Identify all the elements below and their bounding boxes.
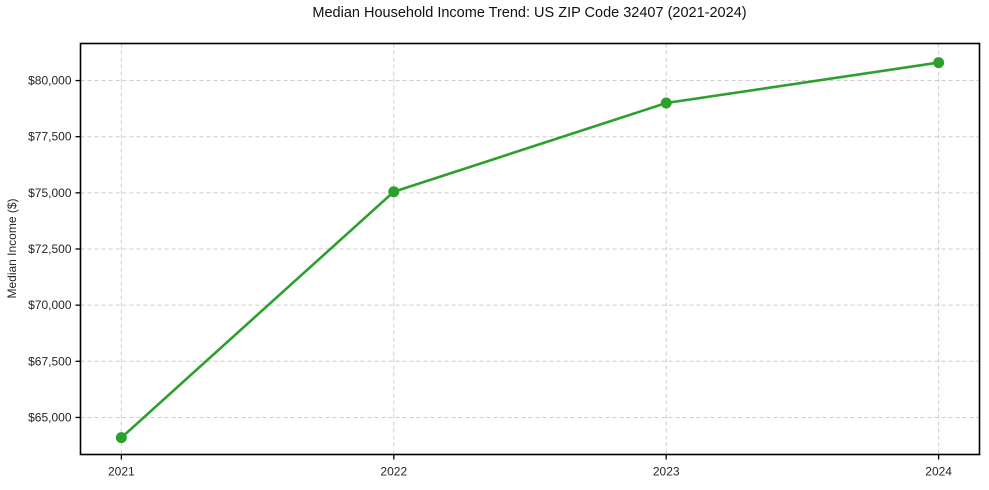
x-tick-label: 2024 bbox=[925, 465, 952, 479]
data-point-2023 bbox=[660, 97, 672, 109]
y-tick-label: $65,000 bbox=[28, 410, 72, 424]
data-point-2021 bbox=[115, 432, 127, 444]
y-tick-label: $67,500 bbox=[28, 354, 72, 368]
data-point-2022 bbox=[388, 186, 400, 198]
trend-line bbox=[120, 61, 940, 439]
plot-area: $65,000 $67,500 $70,000 $72,500 $75,000 $77,5… bbox=[28, 42, 981, 479]
x-tick-label: 2023 bbox=[653, 465, 680, 479]
y-tick-label: $75,000 bbox=[28, 186, 72, 200]
y-axis-label: Median Income ($) bbox=[5, 198, 19, 298]
x-tick-label: 2022 bbox=[380, 465, 407, 479]
data-point-2024 bbox=[933, 57, 945, 69]
y-tick-label: $80,000 bbox=[28, 74, 72, 88]
plot-border bbox=[79, 42, 981, 456]
x-tick-label: 2021 bbox=[108, 465, 135, 479]
y-tick-label: $72,500 bbox=[28, 242, 72, 256]
chart-title: Median Household Income Trend: US ZIP Co… bbox=[312, 5, 746, 21]
y-tick-label: $77,500 bbox=[28, 130, 72, 144]
y-tick-label: $70,000 bbox=[28, 298, 72, 312]
